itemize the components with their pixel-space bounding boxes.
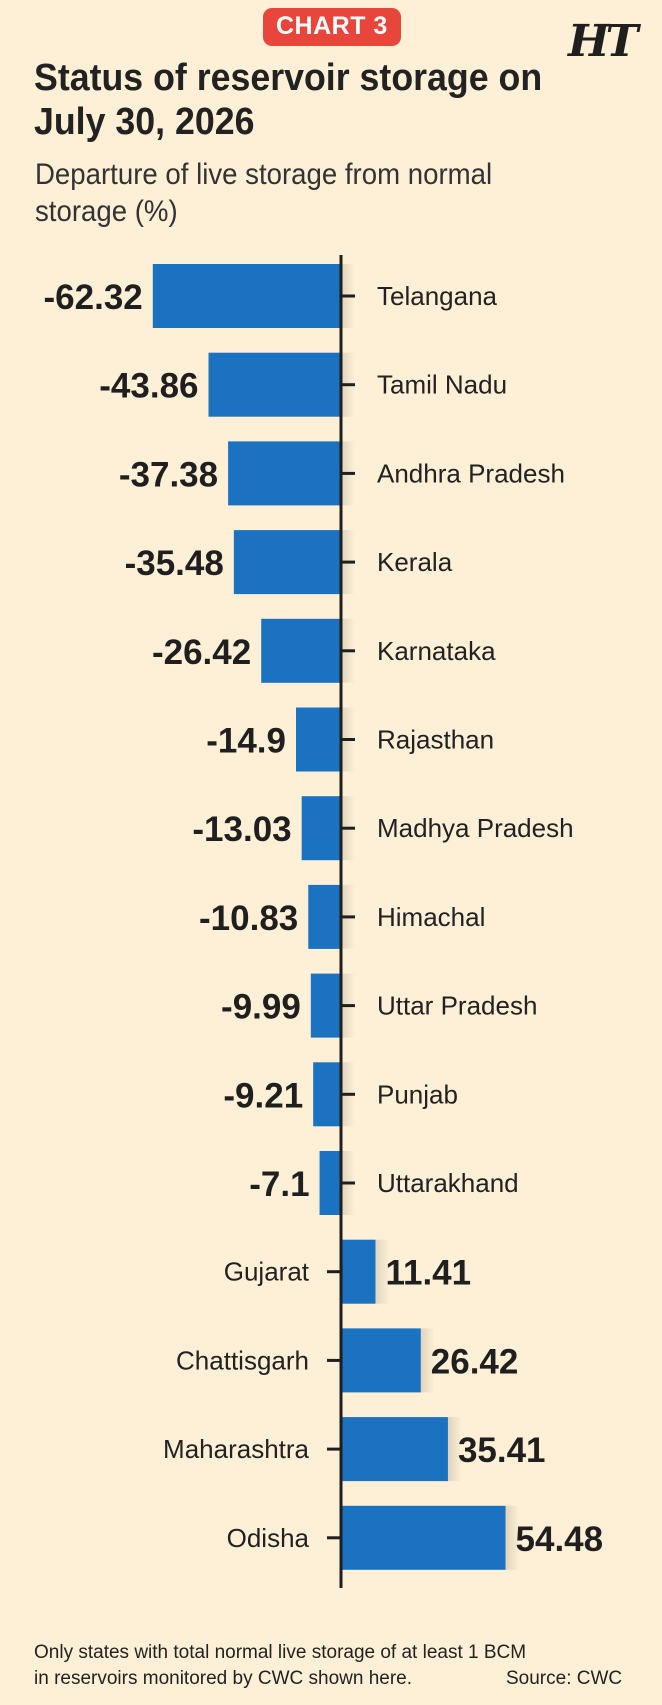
value-label-uttar-pradesh: -9.99 bbox=[221, 988, 301, 1027]
value-label-chattisgarh: 26.42 bbox=[431, 1342, 519, 1381]
value-label-kerala: -35.48 bbox=[125, 544, 224, 583]
source-credit: Source: CWC bbox=[506, 1668, 623, 1689]
bar-uttarakhand bbox=[319, 1151, 341, 1215]
value-label-maharashtra: 35.41 bbox=[458, 1431, 546, 1470]
category-label-uttarakhand: Uttarakhand bbox=[377, 1168, 519, 1198]
bar-karnataka bbox=[261, 618, 341, 683]
value-label-madhya-pradesh: -13.03 bbox=[192, 810, 291, 849]
bar-chattisgarh bbox=[341, 1328, 421, 1393]
bar-shadow-chattisgarh bbox=[420, 1328, 435, 1393]
bar-shadow-maharashtra bbox=[447, 1417, 462, 1482]
bar-kerala bbox=[233, 530, 341, 595]
bar-punjab bbox=[313, 1062, 341, 1127]
category-label-gujarat: Gujarat bbox=[224, 1257, 310, 1287]
value-label-karnataka: -26.42 bbox=[152, 633, 251, 672]
category-label-chattisgarh: Chattisgarh bbox=[176, 1345, 309, 1375]
footnote-line-1: Only states with total normal live stora… bbox=[34, 1642, 527, 1663]
bar-tamil-nadu bbox=[208, 352, 341, 417]
footnote-line-2: in reservoirs monitored by CWC shown her… bbox=[34, 1668, 413, 1689]
bars-group bbox=[152, 264, 520, 1570]
labels-group: Telangana -62.32 Tamil Nadu -43.86 Andhra Pr… bbox=[44, 278, 604, 1559]
category-label-rajasthan: Rajasthan bbox=[377, 725, 494, 755]
bar-shadow-odisha bbox=[505, 1505, 520, 1570]
bar-madhya-pradesh bbox=[301, 796, 341, 861]
category-label-odisha: Odisha bbox=[227, 1523, 310, 1553]
category-label-kerala: Kerala bbox=[377, 547, 453, 577]
value-label-gujarat: 11.41 bbox=[385, 1254, 471, 1293]
bar-uttar-pradesh bbox=[310, 973, 341, 1038]
value-label-telangana: -62.32 bbox=[44, 278, 143, 317]
category-label-andhra-pradesh: Andhra Pradesh bbox=[377, 458, 565, 488]
axis-ticks-group bbox=[327, 294, 355, 1540]
chart-title: Status of reservoir storage on July 30, … bbox=[34, 57, 543, 143]
bar-shadow-gujarat bbox=[375, 1239, 390, 1304]
value-label-odisha: 54.48 bbox=[516, 1520, 604, 1559]
category-label-tamil-nadu: Tamil Nadu bbox=[377, 370, 507, 400]
value-label-tamil-nadu: -43.86 bbox=[99, 367, 198, 406]
category-label-madhya-pradesh: Madhya Pradesh bbox=[377, 813, 574, 843]
value-label-punjab: -9.21 bbox=[223, 1076, 303, 1115]
bar-andhra-pradesh bbox=[228, 441, 341, 506]
value-label-uttarakhand: -7.1 bbox=[249, 1165, 309, 1204]
bar-rajasthan bbox=[296, 707, 341, 772]
ht-logo: HT bbox=[568, 16, 638, 67]
value-label-himachal: -10.83 bbox=[199, 899, 298, 938]
category-label-punjab: Punjab bbox=[377, 1079, 458, 1109]
bar-himachal bbox=[308, 884, 341, 949]
value-label-rajasthan: -14.9 bbox=[206, 722, 286, 761]
bar-gujarat bbox=[341, 1239, 376, 1304]
bar-maharashtra bbox=[341, 1417, 448, 1482]
chart-subtitle: Departure of live storage from normal st… bbox=[35, 158, 493, 228]
category-label-maharashtra: Maharashtra bbox=[163, 1434, 309, 1464]
footnote: Only states with total normal live stora… bbox=[34, 1640, 662, 1692]
category-label-uttar-pradesh: Uttar Pradesh bbox=[377, 991, 537, 1021]
bar-telangana bbox=[152, 264, 341, 328]
value-label-andhra-pradesh: -37.38 bbox=[119, 455, 218, 494]
bar-odisha bbox=[341, 1505, 506, 1570]
category-label-himachal: Himachal bbox=[377, 902, 485, 932]
chart-number-badge: CHART 3 bbox=[263, 8, 401, 46]
category-label-telangana: Telangana bbox=[377, 281, 498, 311]
category-label-karnataka: Karnataka bbox=[377, 636, 496, 666]
